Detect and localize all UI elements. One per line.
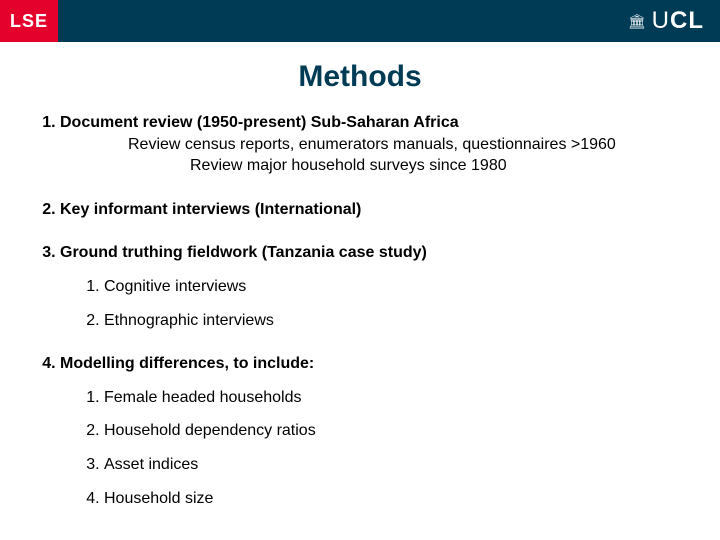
ucl-text: UCL <box>652 7 704 35</box>
slide-body: Methods Document review (1950-present) S… <box>0 42 720 509</box>
method-heading: Key informant interviews (International) <box>60 201 361 218</box>
method-sublist: Female headed households Household depen… <box>60 387 686 509</box>
method-item-4: Modelling differences, to include: Femal… <box>60 353 686 509</box>
method-heading: Modelling differences, to include: <box>60 355 314 372</box>
method-sublist: Cognitive interviews Ethnographic interv… <box>60 276 686 331</box>
method-heading: Document review (1950-present) Sub-Sahar… <box>60 114 459 131</box>
ucl-prefix: U <box>652 7 670 34</box>
methods-list: Document review (1950-present) Sub-Sahar… <box>34 112 686 509</box>
method-heading: Ground truthing fieldwork (Tanzania case… <box>60 244 427 261</box>
ucl-suffix: CL <box>670 7 704 34</box>
method-item-1: Document review (1950-present) Sub-Sahar… <box>60 112 686 177</box>
method-item-3: Ground truthing fieldwork (Tanzania case… <box>60 242 686 331</box>
ucl-logo: 🏛 UCL <box>590 0 720 42</box>
lse-logo: LSE <box>0 0 58 42</box>
sub-item: Female headed households <box>104 387 686 409</box>
page-title: Methods <box>34 60 686 94</box>
header-bar: LSE 🏛 UCL <box>0 0 720 42</box>
building-icon: 🏛 <box>628 14 646 28</box>
sub-item: Cognitive interviews <box>104 276 686 298</box>
sub-item: Household dependency ratios <box>104 420 686 442</box>
sub-item: Asset indices <box>104 454 686 476</box>
header-fill <box>58 0 590 42</box>
method-detail: Review major household surveys since 198… <box>60 155 686 177</box>
method-item-2: Key informant interviews (International) <box>60 199 686 221</box>
sub-item: Ethnographic interviews <box>104 310 686 332</box>
sub-item: Household size <box>104 488 686 510</box>
method-detail: Review census reports, enumerators manua… <box>60 134 686 156</box>
